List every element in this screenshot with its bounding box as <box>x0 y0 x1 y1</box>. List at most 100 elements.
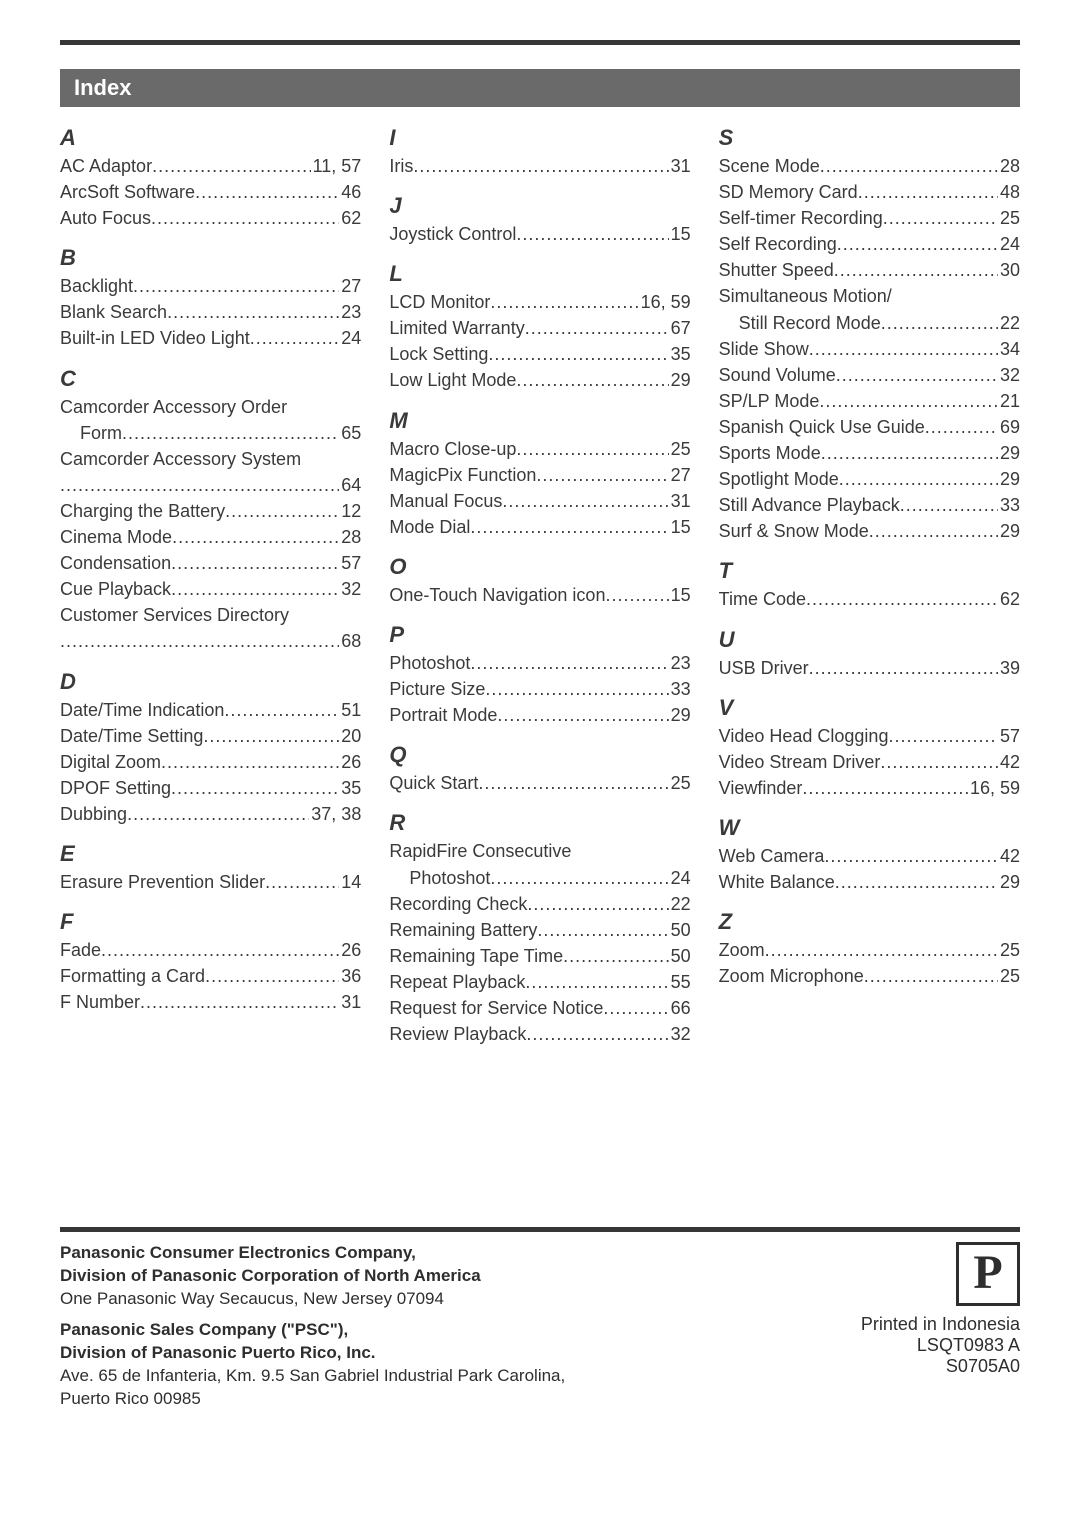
index-entry-label: AC Adaptor <box>60 153 152 179</box>
leader-dots <box>516 367 668 393</box>
index-entry: Video Head Clogging 57 <box>719 723 1020 749</box>
index-entry-pages: 34 <box>998 336 1020 362</box>
index-entry: USB Driver39 <box>719 655 1020 681</box>
index-entry-pages: 25 <box>998 937 1020 963</box>
index-entry-label: Photoshot <box>389 650 470 676</box>
index-entry-label: Request for Service Notice <box>389 995 603 1021</box>
index-entry-label: Review Playback <box>389 1021 526 1047</box>
index-entry: Zoom 25 <box>719 937 1020 963</box>
leader-dots <box>900 492 998 518</box>
index-entry-pages: 12 <box>339 498 361 524</box>
index-entry: Portrait Mode29 <box>389 702 690 728</box>
index-entry-pages: 14 <box>339 869 361 895</box>
index-entry: Fade26 <box>60 937 361 963</box>
index-entry-pages: 68 <box>339 628 361 654</box>
index-entry-label: Self Recording <box>719 231 837 257</box>
leader-dots <box>883 205 998 231</box>
index-entry-pages: 31 <box>669 488 691 514</box>
index-entry-pages: 33 <box>669 676 691 702</box>
leader-dots <box>835 869 998 895</box>
index-entry-pages: 29 <box>669 367 691 393</box>
index-entry: Formatting a Card36 <box>60 963 361 989</box>
index-entry-pages: 24 <box>669 865 691 891</box>
index-entry: Recording Check22 <box>389 891 690 917</box>
index-entry-label: Scene Mode <box>719 153 820 179</box>
leader-dots <box>869 518 998 544</box>
index-entry-pages: 24 <box>998 231 1020 257</box>
leader-dots <box>478 770 668 796</box>
leader-dots <box>526 1021 668 1047</box>
index-entry-pages: 57 <box>998 723 1020 749</box>
index-entry: Built-in LED Video Light 24 <box>60 325 361 351</box>
leader-dots <box>122 420 339 446</box>
index-entry-label: F Number <box>60 989 140 1015</box>
leader-dots <box>225 498 339 524</box>
index-entry-label: Charging the Battery <box>60 498 225 524</box>
index-entry-label: Zoom <box>719 937 765 963</box>
index-entry-label: Quick Start <box>389 770 478 796</box>
index-entry-label: Macro Close-up <box>389 436 516 462</box>
index-entry-pages: 16, 59 <box>968 775 1020 801</box>
index-entry-label: Lock Setting <box>389 341 488 367</box>
index-entry: Dubbing37, 38 <box>60 801 361 827</box>
index-entry-label: Still Advance Playback <box>719 492 900 518</box>
index-entry-pages: 62 <box>998 586 1020 612</box>
index-entry: Surf & Snow Mode29 <box>719 518 1020 544</box>
index-entry-pages: 24 <box>339 325 361 351</box>
index-entry-label: Built-in LED Video Light <box>60 325 250 351</box>
leader-dots <box>171 550 339 576</box>
index-entry-pages: 42 <box>998 749 1020 775</box>
leader-dots <box>470 514 668 540</box>
index-entry-pages: 11, 57 <box>311 153 362 179</box>
index-entry: Date/Time Setting20 <box>60 723 361 749</box>
leader-dots <box>203 723 339 749</box>
index-entry-pages: 66 <box>669 995 691 1021</box>
leader-dots <box>250 325 340 351</box>
index-entry: Photoshot24 <box>389 865 690 891</box>
leader-dots <box>809 336 998 362</box>
index-entry-label: Sound Volume <box>719 362 836 388</box>
index-entry-label: Repeat Playback <box>389 969 525 995</box>
index-entry-label: SD Memory Card <box>719 179 858 205</box>
index-entry: Mode Dial15 <box>389 514 690 540</box>
index-letter: C <box>60 366 361 392</box>
index-entry: White Balance29 <box>719 869 1020 895</box>
index-entry: Spotlight Mode29 <box>719 466 1020 492</box>
index-entry-label: Remaining Battery <box>389 917 537 943</box>
index-entry: DPOF Setting35 <box>60 775 361 801</box>
index-entry-label: Video Head Clogging <box>719 723 889 749</box>
index-entry-pages: 32 <box>669 1021 691 1047</box>
index-entry: 64 <box>60 472 361 498</box>
leader-dots <box>172 524 339 550</box>
index-entry-pages: 48 <box>998 179 1020 205</box>
leader-dots <box>802 775 968 801</box>
leader-dots <box>765 937 998 963</box>
index-entry: ArcSoft Software46 <box>60 179 361 205</box>
leader-dots <box>837 231 998 257</box>
leader-dots <box>195 179 339 205</box>
index-letter: M <box>389 408 690 434</box>
index-entry-pages: 35 <box>339 775 361 801</box>
index-letter: O <box>389 554 690 580</box>
index-entry-pages: 22 <box>669 891 691 917</box>
leader-dots <box>821 440 998 466</box>
index-letter: I <box>389 125 690 151</box>
index-entry-pages: 28 <box>339 524 361 550</box>
leader-dots <box>167 299 339 325</box>
index-entry-label: Erasure Prevention Slider <box>60 869 265 895</box>
leader-dots <box>809 655 998 681</box>
index-entry: Low Light Mode29 <box>389 367 690 393</box>
index-entry: Sports Mode29 <box>719 440 1020 466</box>
index-entry-pages: 32 <box>998 362 1020 388</box>
index-entry-pages: 29 <box>998 518 1020 544</box>
index-entry-label: Video Stream Driver <box>719 749 881 775</box>
leader-dots <box>525 969 668 995</box>
index-entry: Viewfinder16, 59 <box>719 775 1020 801</box>
index-entry: Web Camera42 <box>719 843 1020 869</box>
index-entry: Photoshot23 <box>389 650 690 676</box>
index-entry-pages: 29 <box>998 466 1020 492</box>
index-entry-label: Digital Zoom <box>60 749 161 775</box>
index-entry-pages: 39 <box>998 655 1020 681</box>
index-entry: MagicPix Function27 <box>389 462 690 488</box>
index-entry-pages: 64 <box>339 472 361 498</box>
